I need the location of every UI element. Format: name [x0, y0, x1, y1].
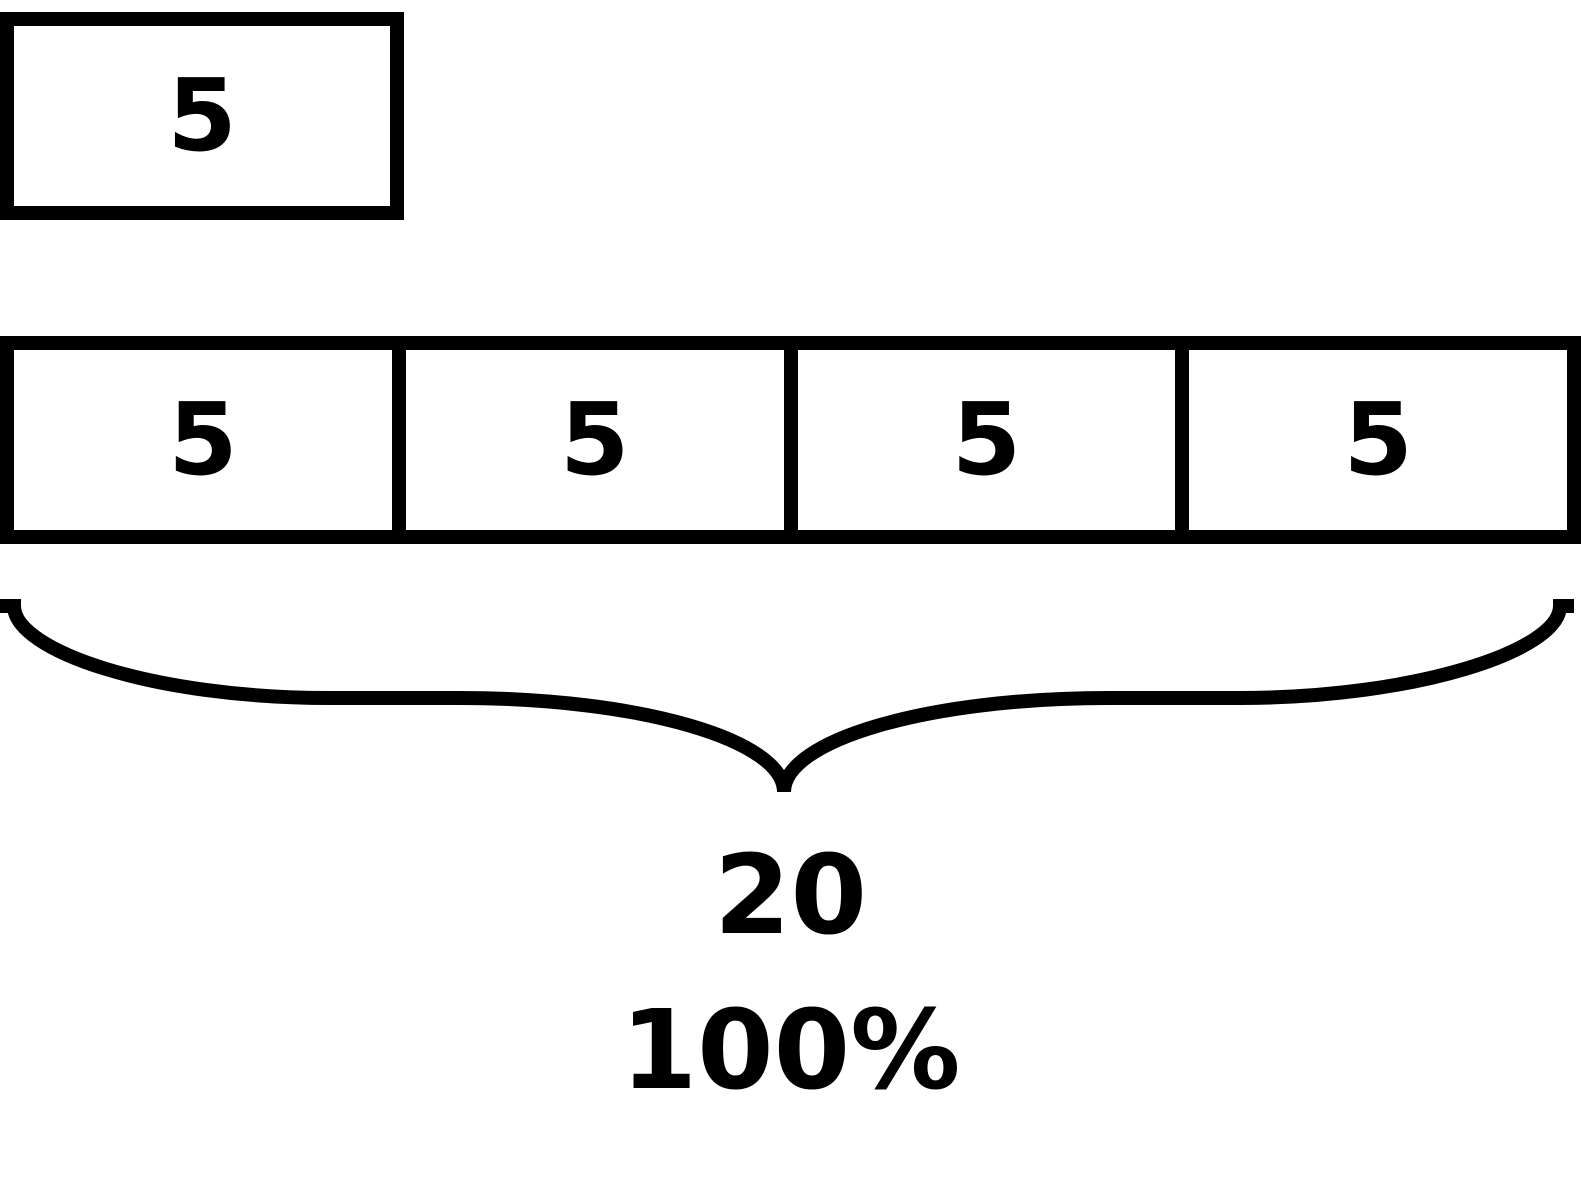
tape-segment-1: 5	[14, 350, 392, 530]
tape-segment-value: 5	[559, 381, 630, 498]
tape-segment-value: 5	[168, 381, 238, 498]
tape-segment-4: 5	[1175, 350, 1567, 530]
single-part-value: 5	[167, 57, 237, 174]
total-percent: 100%	[620, 986, 961, 1114]
tape-segment-value: 5	[1343, 381, 1413, 498]
tape-bar: 5 5 5 5	[0, 336, 1581, 544]
total-value: 20	[713, 831, 868, 959]
single-part-box: 5	[0, 12, 404, 220]
tape-segment-value: 5	[951, 381, 1022, 498]
tape-segment-3: 5	[783, 350, 1176, 530]
tape-segment-2: 5	[391, 350, 784, 530]
curly-brace-icon	[0, 599, 1574, 793]
